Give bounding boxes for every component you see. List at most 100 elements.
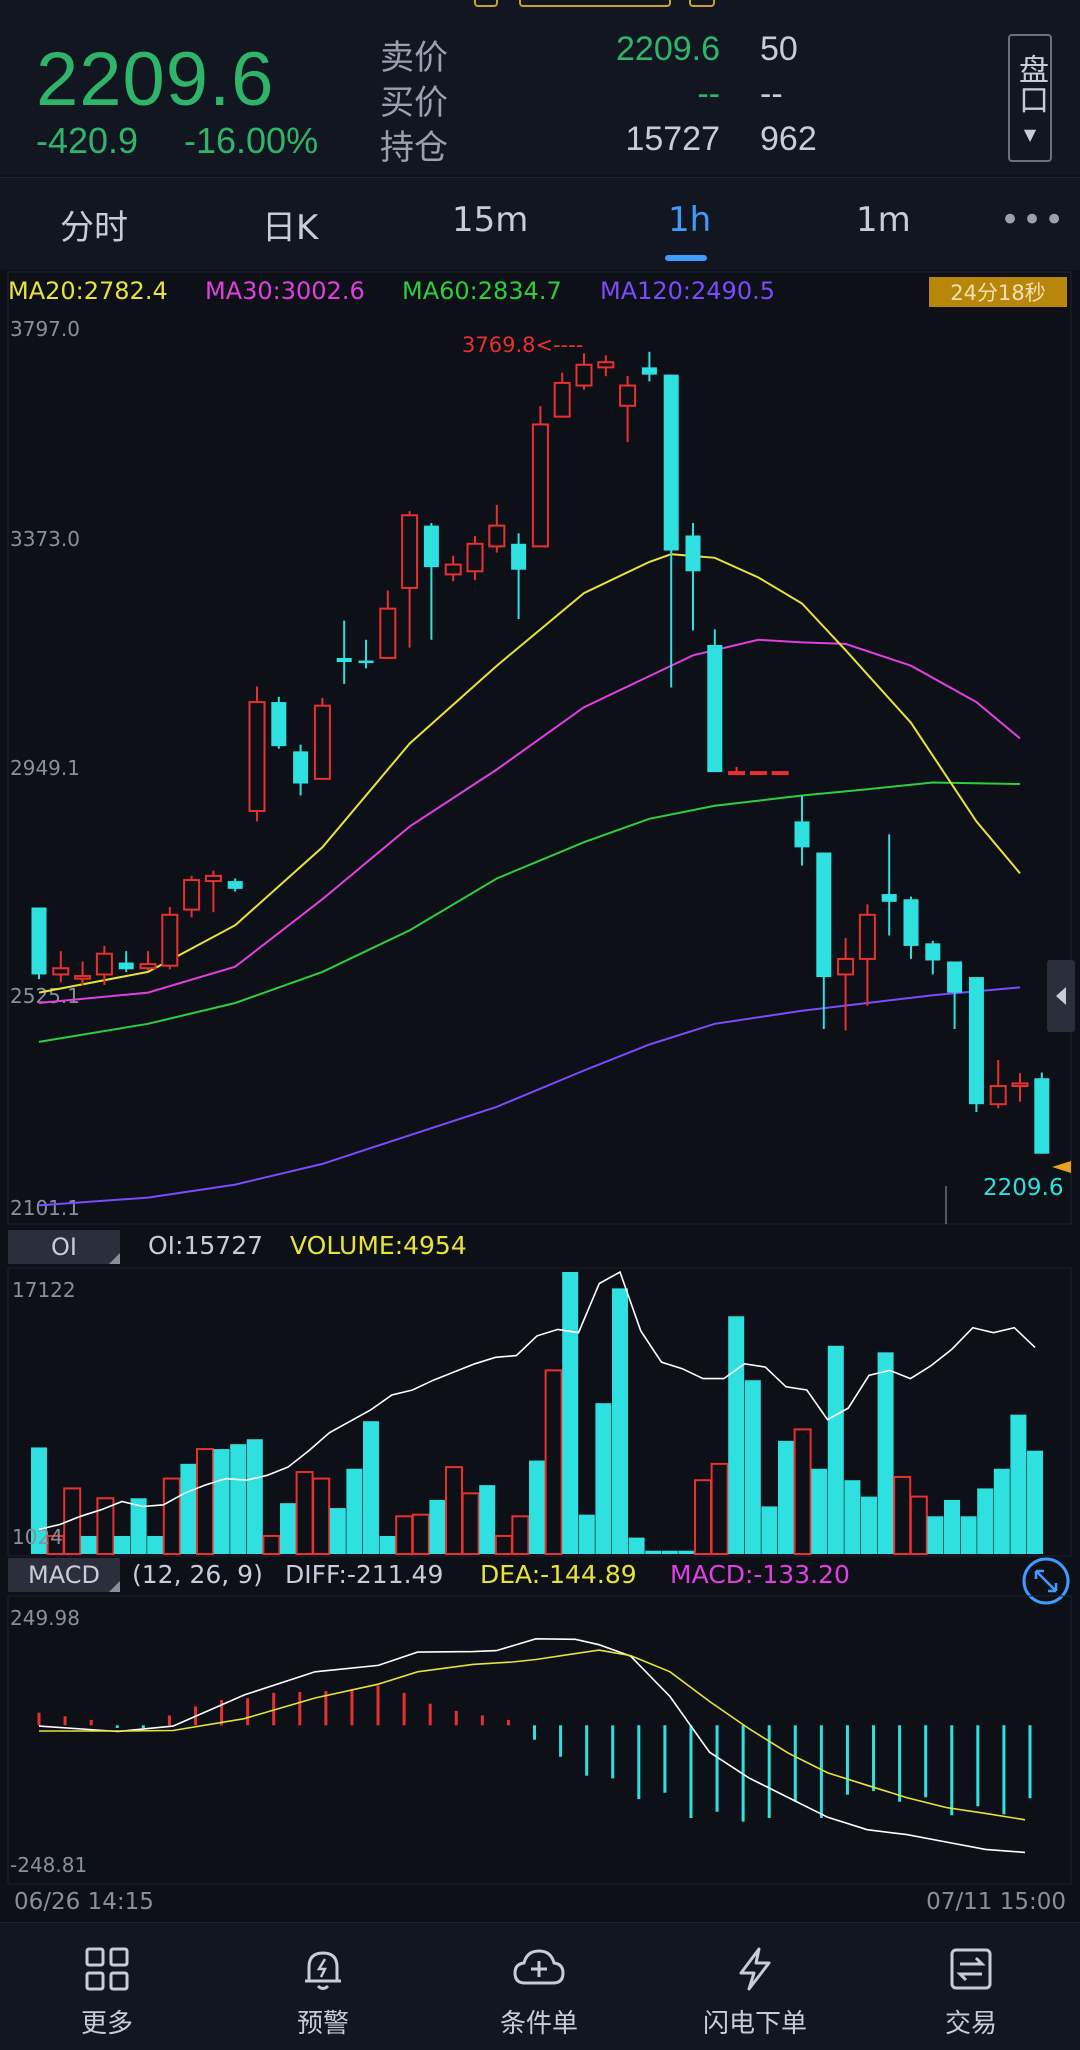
- volume-bar: [363, 1421, 379, 1554]
- macd-histogram: [37, 1685, 1032, 1822]
- candle: [531, 406, 549, 548]
- volume-bar: [461, 1492, 480, 1555]
- macd-params: (12, 26, 9): [132, 1560, 263, 1589]
- volume-bar: [180, 1463, 197, 1554]
- volume-bar: [130, 1498, 147, 1554]
- candle: [663, 374, 679, 688]
- volume-bar: [1027, 1450, 1043, 1554]
- nav-conditional-order[interactable]: 条件单: [459, 1923, 619, 2050]
- open-interest-label: 持仓: [380, 128, 448, 168]
- nav-flash-order[interactable]: 闪电下单: [675, 1923, 835, 2050]
- candle: [423, 523, 439, 640]
- volume-value: VOLUME:4954: [290, 1231, 467, 1260]
- order-book-button[interactable]: 盘口 ▼: [1008, 34, 1052, 162]
- open-interest-value: 15727: [625, 120, 720, 158]
- volume-bar: [744, 1380, 761, 1554]
- tab-1m[interactable]: 1m: [856, 200, 911, 240]
- candle: [313, 697, 331, 780]
- price-axis-label: 3373.0: [10, 527, 80, 551]
- volume-bar: [31, 1447, 47, 1554]
- ask-label: 卖价: [380, 38, 448, 78]
- ma60-line: [38, 781, 1021, 1043]
- expand-arrows-icon: [1034, 1569, 1058, 1593]
- candle: [1011, 1073, 1029, 1102]
- macd-dea: DEA:-144.89: [480, 1560, 637, 1589]
- volume-bar: [479, 1485, 496, 1554]
- candle: [749, 771, 767, 776]
- countdown-text: 24分18秒: [950, 281, 1045, 305]
- nav-alert[interactable]: 预警: [243, 1923, 403, 2050]
- oi-value: OI:15727: [148, 1231, 263, 1260]
- volume-bar: [645, 1550, 662, 1554]
- volume-bar: [230, 1444, 247, 1554]
- candle: [597, 355, 615, 377]
- volume-bar: [246, 1439, 263, 1554]
- volume-bar: [927, 1516, 944, 1554]
- volume-axis-bottom: 1024: [12, 1525, 63, 1549]
- candle: [925, 940, 941, 975]
- macd-diff: DIFF:-211.49: [285, 1560, 443, 1589]
- candle: [816, 852, 832, 1029]
- volume-bar: [993, 1468, 1010, 1554]
- nav-more-label: 更多: [80, 2009, 133, 2039]
- candle: [881, 834, 897, 936]
- bid-price: --: [697, 75, 720, 113]
- high-price-marker: 3769.8<----: [462, 333, 583, 357]
- volume-bar: [827, 1345, 844, 1554]
- volume-bar: [778, 1440, 794, 1554]
- diff-line: [38, 1637, 1026, 1854]
- kline-chart[interactable]: MA20:2782.4 MA30:3002.6 MA60:2834.7 MA12…: [0, 270, 1080, 1920]
- volume-bar: [844, 1480, 861, 1554]
- tab-daily-k[interactable]: 日K: [262, 208, 319, 248]
- bid-volume: --: [760, 75, 783, 113]
- candle: [619, 376, 637, 443]
- candle: [118, 951, 134, 972]
- volume-bar: [861, 1496, 877, 1554]
- volume-bar: [196, 1448, 214, 1556]
- candle: [707, 629, 723, 773]
- volume-bar: [429, 1499, 446, 1554]
- ask-price: 2209.6: [616, 30, 720, 68]
- fullscreen-toggle-icon[interactable]: [1022, 1557, 1070, 1605]
- nav-trade[interactable]: 交易: [891, 1923, 1051, 2050]
- candle: [488, 504, 506, 553]
- oi-tab[interactable]: [8, 1230, 120, 1264]
- tab-1h[interactable]: 1h: [668, 200, 712, 240]
- more-tabs-icon[interactable]: •••: [1000, 200, 1067, 240]
- candle: [444, 555, 462, 582]
- candle: [858, 904, 876, 1006]
- contract-selector[interactable]: [345, 0, 735, 12]
- volume-bar: [511, 1515, 530, 1555]
- bell-icon: [305, 1951, 341, 1990]
- volume-bar: [595, 1403, 612, 1554]
- tab-15m[interactable]: 15m: [452, 200, 529, 240]
- ma-lines: [38, 553, 1021, 1207]
- volume-bar: [628, 1537, 645, 1554]
- volume-bar: [960, 1516, 977, 1554]
- nav-more[interactable]: 更多: [27, 1923, 187, 2050]
- time-axis-end: 07/11 15:00: [926, 1889, 1066, 1915]
- candles: [31, 351, 1050, 1154]
- macd-axis-bottom: -248.81: [10, 1853, 87, 1877]
- countdown-badge: [929, 277, 1067, 307]
- grid-icon: [85, 1947, 129, 1991]
- ma30-line: [38, 638, 1021, 1004]
- candle: [1034, 1072, 1050, 1154]
- volume-bar: [280, 1503, 296, 1554]
- candle: [641, 351, 657, 382]
- tab-timeshare[interactable]: 分时: [60, 208, 128, 248]
- macd-tab[interactable]: [8, 1558, 120, 1592]
- volume-bar: [544, 1369, 563, 1555]
- volume-bar: [114, 1535, 130, 1554]
- volume-bar: [312, 1477, 331, 1556]
- price-axis-label: 2949.1: [10, 756, 80, 780]
- volume-bar: [80, 1535, 97, 1554]
- ma120-legend: MA120:2490.5: [600, 277, 775, 305]
- chevron-left-icon: [1056, 987, 1066, 1005]
- price-change: -420.9: [36, 120, 139, 161]
- candle: [139, 951, 157, 971]
- candle: [968, 977, 984, 1112]
- candle: [989, 1060, 1007, 1109]
- candle: [685, 523, 701, 631]
- candle: [204, 870, 222, 913]
